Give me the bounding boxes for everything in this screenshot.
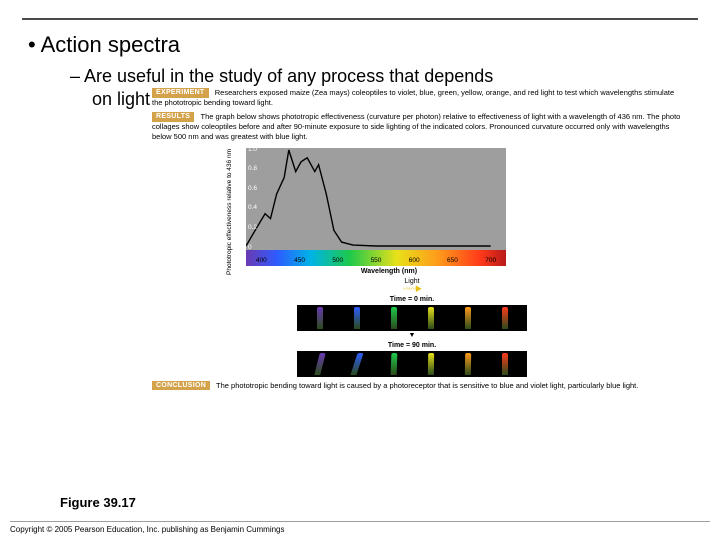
before-label: Time = 0 min. <box>262 296 562 304</box>
results-text: The graph below shows phototropic effect… <box>152 112 680 141</box>
after-label: Time = 90 min. <box>262 342 562 350</box>
coleoptile-after <box>464 353 470 375</box>
xtick: 500 <box>332 257 343 265</box>
ytick: 0.4 <box>248 204 257 212</box>
ytick: 0.6 <box>248 185 257 193</box>
light-squiggle-icon: 〰〰▶ <box>403 286 421 293</box>
experiment-tag: EXPERIMENT <box>152 88 209 98</box>
experiment-block: EXPERIMENT Researchers exposed maize (Ze… <box>152 88 682 377</box>
results-tag: RESULTS <box>152 112 194 122</box>
xtick: 600 <box>409 257 420 265</box>
conclusion-block: CONCLUSION The phototropic bending towar… <box>152 381 672 390</box>
title-rule <box>22 18 698 20</box>
ytick: 0 <box>248 244 252 252</box>
coleoptile-before <box>502 307 508 329</box>
bullet-level2: Are useful in the study of any process t… <box>70 66 698 87</box>
coleoptile-after <box>502 353 508 375</box>
ytick: 0.8 <box>248 165 257 173</box>
ytick: 1.0 <box>248 146 257 154</box>
xtick: 550 <box>371 257 382 265</box>
conclusion-text: The phototropic bending toward light is … <box>216 381 638 390</box>
xtick: 400 <box>256 257 267 265</box>
xtick: 450 <box>294 257 305 265</box>
coleoptile-after <box>350 353 363 375</box>
xtick: 650 <box>447 257 458 265</box>
coleoptile-before <box>354 307 360 329</box>
coleoptile-after <box>427 353 433 375</box>
results-block: RESULTS The graph below shows phototropi… <box>152 112 682 142</box>
coleoptile-before <box>317 307 323 329</box>
figure-label: Figure 39.17 <box>60 495 136 510</box>
bottom-rule <box>10 521 710 522</box>
coleoptile-before <box>391 307 397 329</box>
coleoptile-before <box>465 307 471 329</box>
bullet-level1: Action spectra <box>28 32 698 58</box>
action-spectrum-chart: Phototropic effectiveness relative to 43… <box>232 148 532 276</box>
conclusion-tag: CONCLUSION <box>152 381 210 390</box>
chart-line-svg <box>246 148 506 266</box>
chart-xlabel: Wavelength (nm) <box>246 268 532 276</box>
coleoptile-after <box>390 353 397 375</box>
experiment-text: Researchers exposed maize (Zea mays) col… <box>152 88 674 107</box>
arrow-down-icon: ▼ <box>262 332 562 340</box>
light-label: Light 〰〰▶ <box>262 278 562 295</box>
ytick: 0.2 <box>248 224 257 232</box>
copyright-text: Copyright © 2005 Pearson Education, Inc.… <box>10 525 285 534</box>
coleoptile-after <box>314 353 325 375</box>
xtick: 700 <box>485 257 496 265</box>
coleoptile-collage: Light 〰〰▶ Time = 0 min. ▼ Time = 90 min. <box>262 278 562 377</box>
coleoptile-before <box>428 307 434 329</box>
